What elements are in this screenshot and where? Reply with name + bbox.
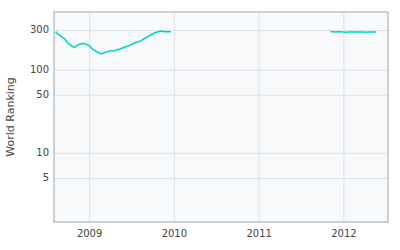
y-tick-label: 5 bbox=[43, 172, 49, 183]
x-grid-line bbox=[89, 12, 90, 222]
x-grid-line bbox=[174, 12, 175, 222]
x-grid-line bbox=[343, 12, 344, 222]
x-grid-line bbox=[259, 12, 260, 222]
plot-area bbox=[54, 12, 388, 222]
y-grid-line bbox=[54, 95, 388, 96]
chart: 5 10 50 100 300 2009 2010 2011 2012 World Ranking bbox=[0, 0, 400, 250]
x-tick-label: 2009 bbox=[77, 228, 102, 239]
plot-frame bbox=[54, 12, 388, 222]
line bbox=[330, 31, 376, 33]
y-tick-label: 50 bbox=[36, 89, 49, 100]
y-tick-label: 100 bbox=[30, 64, 49, 75]
y-tick-label: 300 bbox=[30, 24, 49, 35]
y-grid-line bbox=[54, 178, 388, 179]
y-grid-line bbox=[54, 30, 388, 31]
x-tick-label: 2011 bbox=[246, 228, 271, 239]
y-grid-line bbox=[54, 70, 388, 71]
x-tick-label: 2012 bbox=[331, 228, 356, 239]
series-group bbox=[56, 31, 376, 54]
y-tick-label: 10 bbox=[36, 147, 49, 158]
y-axis-label: World Ranking bbox=[4, 77, 17, 157]
x-tick-label: 2010 bbox=[162, 228, 187, 239]
line bbox=[56, 31, 171, 54]
y-grid-line bbox=[54, 153, 388, 154]
